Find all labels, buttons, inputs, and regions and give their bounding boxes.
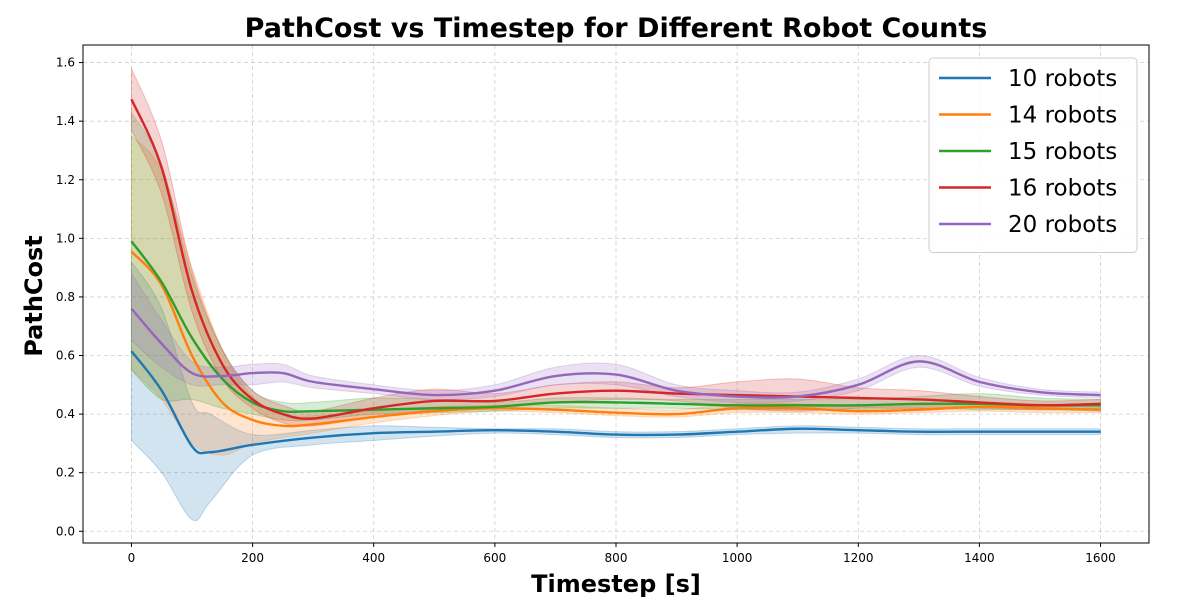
chart-title: PathCost vs Timestep for Different Robot…: [245, 13, 988, 44]
series-line: [130, 98, 1101, 420]
x-tick-label: 0: [128, 551, 136, 565]
y-tick-label: 0.8: [56, 290, 75, 304]
y-axis-label: PathCost: [20, 235, 48, 357]
confidence-band: [130, 110, 1102, 422]
series-lines: [130, 98, 1101, 455]
legend-box: [928, 57, 1138, 253]
y-tick-label: 0.0: [56, 524, 75, 538]
x-axis-ticks: 0 200 400 600 800 1000 1200 1400 1600: [128, 543, 1116, 565]
y-tick-label: 0.4: [56, 407, 75, 421]
y-axis-ticks: 0.0 0.2 0.4 0.6 0.8 1.0 1.2 1.4 1.6: [56, 56, 83, 538]
x-tick-label: 1200: [843, 551, 874, 565]
series-line: [130, 350, 1101, 455]
x-tick-label: 1600: [1085, 551, 1116, 565]
confidence-band: [130, 271, 1102, 404]
legend-label: 10 robots: [1008, 66, 1117, 92]
y-tick-label: 0.2: [56, 466, 75, 480]
series-line: [130, 250, 1101, 428]
legend-label: 15 robots: [1008, 139, 1117, 165]
y-tick-label: 1.0: [56, 231, 75, 245]
y-tick-label: 1.4: [56, 114, 75, 128]
y-tick-label: 0.6: [56, 349, 75, 363]
legend-label: 16 robots: [1008, 176, 1117, 202]
x-tick-label: 1000: [722, 551, 753, 565]
legend-label: 20 robots: [1008, 212, 1117, 238]
grid: [83, 45, 1149, 543]
x-tick-label: 1400: [964, 551, 995, 565]
x-tick-label: 200: [241, 551, 264, 565]
y-tick-label: 1.6: [56, 56, 75, 70]
legend-label: 14 robots: [1008, 103, 1117, 129]
x-axis-label: Timestep [s]: [531, 570, 701, 598]
x-tick-label: 400: [362, 551, 385, 565]
y-tick-label: 1.2: [56, 173, 75, 187]
x-tick-label: 600: [483, 551, 506, 565]
series-line: [130, 307, 1101, 399]
x-tick-label: 800: [605, 551, 628, 565]
series-line: [130, 240, 1101, 414]
legend: 10 robots 14 robots 15 robots 16 robots 20 r…: [928, 57, 1138, 253]
